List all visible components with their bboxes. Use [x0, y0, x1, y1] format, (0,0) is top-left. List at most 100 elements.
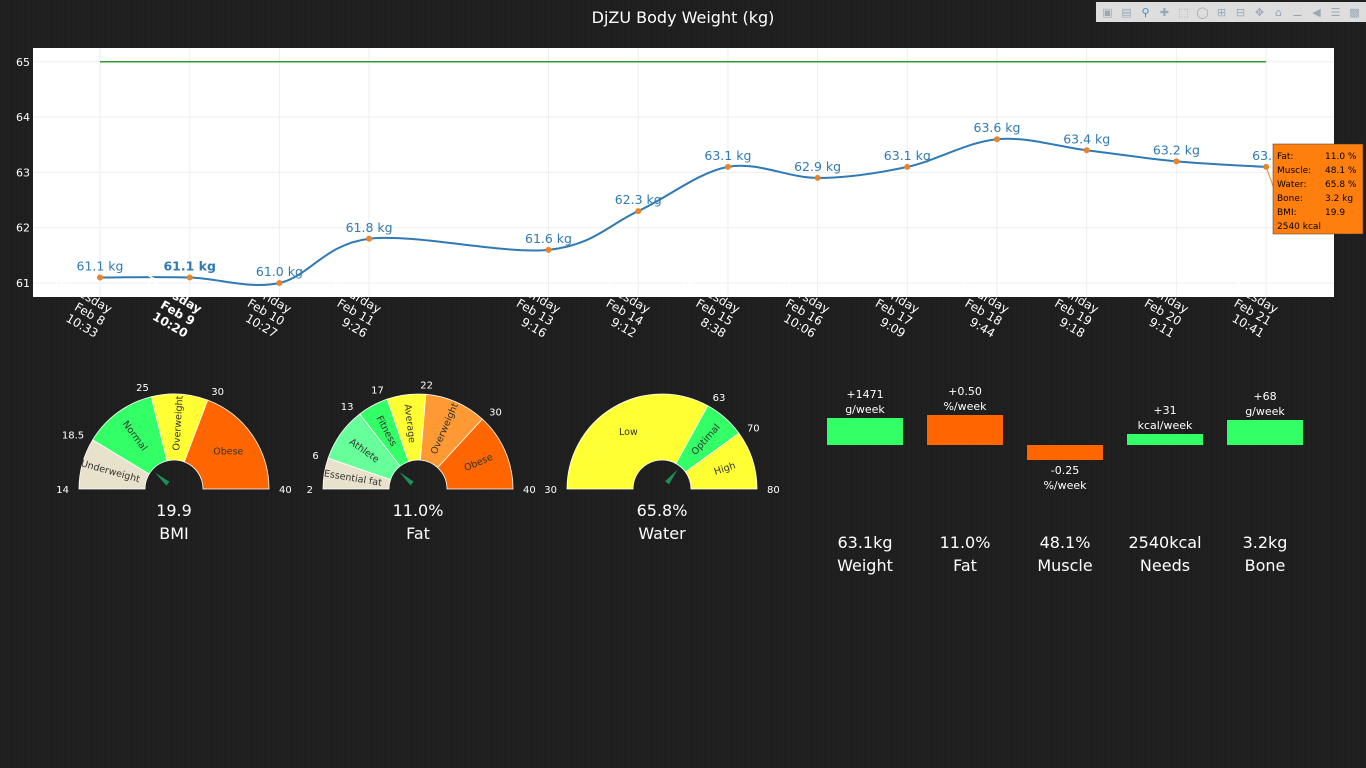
- data-point[interactable]: [635, 208, 642, 215]
- tooltip-value: 19.9: [1325, 208, 1345, 218]
- gauge-tick-label: 18.5: [62, 431, 84, 442]
- chart-title: DjZU Body Weight (kg): [591, 8, 775, 27]
- data-label: 61.8 kg: [346, 220, 393, 235]
- gauge-tick-label: 6: [312, 451, 318, 462]
- trend-unit: %/week: [943, 400, 987, 413]
- metric-label: Muscle: [1037, 556, 1093, 575]
- gauge-tick-label: 13: [341, 402, 354, 413]
- gauge-tick-label: 80: [767, 485, 780, 496]
- data-point[interactable]: [724, 163, 731, 170]
- data-label: 63.2 kg: [1153, 142, 1200, 157]
- data-point[interactable]: [814, 174, 821, 181]
- trend-delta: +31: [1153, 404, 1176, 417]
- reset-axes-icon[interactable]: ⌂: [1275, 5, 1282, 19]
- data-label: 61.6 kg: [525, 231, 572, 246]
- gauge-band-label: Average: [401, 404, 417, 444]
- zoom-out-icon[interactable]: ⊟: [1235, 5, 1246, 19]
- gauge-needle: [155, 472, 170, 486]
- trend-unit: g/week: [845, 403, 885, 416]
- pan-icon[interactable]: ✚: [1159, 5, 1170, 19]
- gauge-label: BMI: [159, 524, 189, 543]
- gauge-tick-label: 25: [136, 383, 149, 394]
- zoom-in-icon[interactable]: ⊞: [1216, 5, 1227, 19]
- trend-bar[interactable]: [1127, 434, 1203, 445]
- gauge-tick-label: 40: [523, 485, 536, 496]
- zoom-icon[interactable]: ⚲: [1141, 5, 1150, 19]
- gauge-band[interactable]: [566, 393, 709, 490]
- gauge-needle: [665, 469, 678, 485]
- data-point[interactable]: [904, 163, 911, 170]
- y-tick-label: 61: [16, 277, 30, 290]
- data-label: 61.1 kg: [77, 258, 124, 273]
- data-label: 61.0 kg: [256, 264, 303, 279]
- data-point[interactable]: [545, 246, 552, 253]
- trend-unit: %/week: [1043, 479, 1087, 492]
- trend-delta: -0.25: [1051, 464, 1079, 477]
- trend-bar[interactable]: [1227, 420, 1303, 445]
- metric-value: 2540kcal: [1128, 533, 1202, 552]
- data-label: 63.6 kg: [974, 120, 1021, 135]
- autoscale-icon[interactable]: ✥: [1254, 5, 1265, 19]
- data-point[interactable]: [1083, 147, 1090, 154]
- gauge-tick-label: 30: [211, 387, 224, 398]
- gauge-tick-label: 2: [307, 485, 313, 496]
- tooltip-key: BMI:: [1277, 208, 1297, 218]
- metric-value: 48.1%: [1039, 533, 1091, 552]
- gauge-tick-label: 30: [544, 485, 557, 496]
- tooltip-key: Muscle:: [1277, 166, 1311, 176]
- gauge-tick-label: 40: [279, 485, 292, 496]
- trend-delta: +1471: [846, 388, 883, 401]
- tooltip-key: 2540 kcal: [1277, 222, 1321, 232]
- y-tick-label: 62: [16, 222, 30, 235]
- data-label: 63.1 kg: [704, 148, 751, 163]
- trend-bar[interactable]: [1027, 445, 1103, 460]
- gauge-band[interactable]: [183, 399, 270, 490]
- camera-icon[interactable]: ▣: [1102, 5, 1113, 19]
- metric-label: Needs: [1139, 556, 1191, 575]
- y-tick-label: 65: [16, 56, 30, 69]
- data-point[interactable]: [366, 235, 373, 242]
- trend-bar[interactable]: [827, 418, 903, 445]
- gauge-band[interactable]: [437, 418, 514, 490]
- gauge-tick-label: 22: [420, 380, 433, 391]
- metric-value: 63.1kg: [837, 533, 893, 552]
- gauge-tick-label: 17: [371, 386, 384, 397]
- modebar: ▣ ▤ ⚲ ✚ ⬚ ◯ ⊞ ⊟ ✥ ⌂ ⚊ ◀ ☰ ▩: [1096, 2, 1366, 22]
- spike-lines-icon[interactable]: ⚊: [1292, 5, 1303, 19]
- y-tick-label: 64: [16, 111, 30, 124]
- data-point[interactable]: [97, 274, 103, 281]
- gauge-band-label: Overweight: [171, 395, 185, 451]
- data-point[interactable]: [994, 136, 1000, 143]
- hover-tooltip: [1272, 143, 1364, 235]
- gauge-tick-label: 63: [713, 393, 726, 404]
- data-point[interactable]: [1173, 158, 1180, 165]
- data-point[interactable]: [276, 280, 283, 286]
- box-select-icon[interactable]: ⬚: [1178, 5, 1189, 19]
- data-label: 63.4 kg: [1063, 131, 1110, 146]
- hover-closest-icon[interactable]: ◀: [1312, 5, 1321, 19]
- gauge-band[interactable]: [684, 432, 758, 490]
- gauge-label: Fat: [406, 524, 430, 543]
- gauge-band-label: Obese: [213, 447, 243, 458]
- data-point[interactable]: [186, 274, 193, 281]
- metric-label: Fat: [953, 556, 977, 575]
- gauge-value: 11.0%: [392, 501, 444, 520]
- data-label: 63.1 kg: [884, 148, 931, 163]
- hover-compare-icon[interactable]: ☰: [1330, 5, 1341, 19]
- tooltip-value: 48.1 %: [1325, 166, 1357, 176]
- gauge-value: 65.8%: [636, 501, 688, 520]
- gauge-tick-label: 70: [747, 423, 760, 434]
- trend-delta: +0.50: [948, 385, 982, 398]
- gauge-tick-label: 14: [56, 485, 69, 496]
- lasso-icon[interactable]: ◯: [1196, 5, 1209, 19]
- metric-value: 11.0%: [939, 533, 991, 552]
- plotly-logo-icon[interactable]: ▩: [1349, 5, 1360, 19]
- data-label: 61.1 kg: [163, 258, 215, 273]
- gauge-value: 19.9: [156, 501, 192, 520]
- trend-unit: g/week: [1245, 405, 1285, 418]
- trend-delta: +68: [1253, 390, 1276, 403]
- trend-bar[interactable]: [927, 415, 1003, 445]
- tooltip-key: Fat:: [1277, 152, 1293, 162]
- save-icon[interactable]: ▤: [1121, 5, 1132, 19]
